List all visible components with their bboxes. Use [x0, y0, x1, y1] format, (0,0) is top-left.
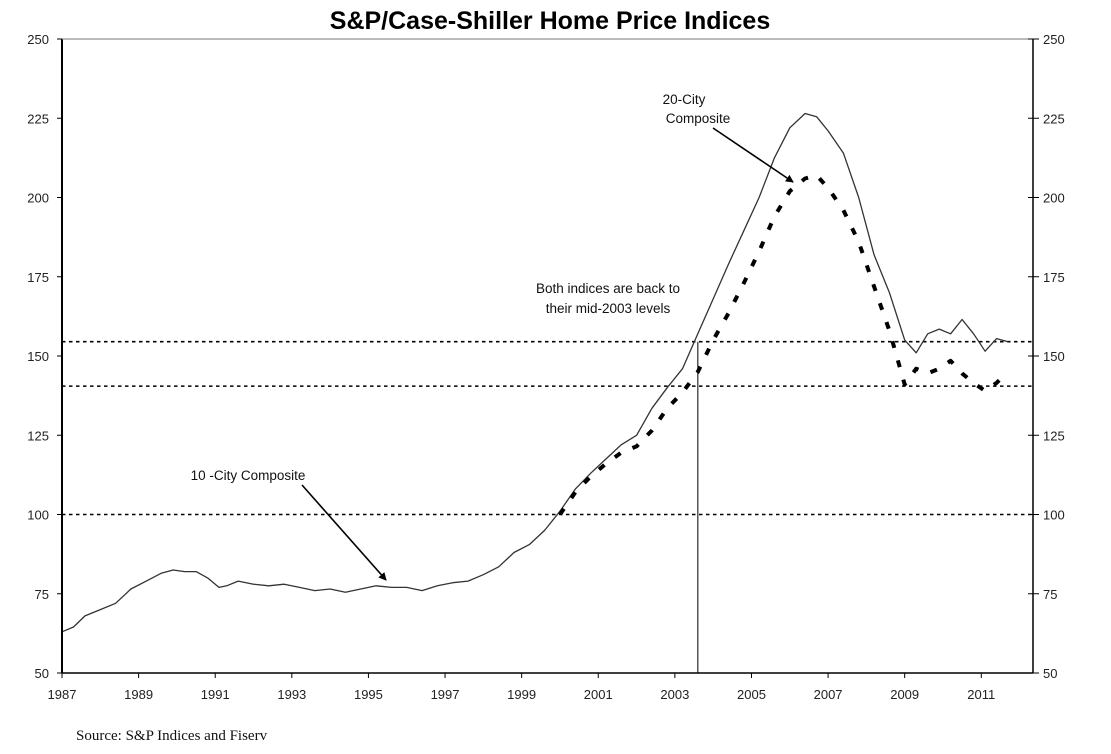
both-indices-note-line2: their mid-2003 levels: [546, 301, 671, 316]
y-tick-label-left: 200: [27, 191, 49, 206]
series-20-city-line: [558, 173, 1006, 516]
y-tick-label-right: 175: [1043, 270, 1065, 285]
series-layer: [61, 112, 1009, 633]
chart-title: S&P/Case-Shiller Home Price Indices: [330, 7, 770, 35]
x-tick-label: 1987: [48, 687, 77, 702]
y-tick-label-left: 75: [35, 587, 49, 602]
y-tick-label-right: 50: [1043, 666, 1057, 681]
y-tick-label-left: 250: [27, 32, 49, 47]
series-10-city-line: [61, 112, 1009, 633]
y-ticks-right: 50 75 100 125 150 175 200 225 250: [1028, 32, 1065, 681]
y-tick-label-right: 150: [1043, 349, 1065, 364]
y-ticks-left: 50 75 100 125 150 175 200 225 250: [27, 32, 62, 681]
y-tick-label-left: 100: [27, 508, 49, 523]
source-note: Source: S&P Indices and Fiserv: [76, 728, 268, 744]
y-tick-label-left: 150: [27, 349, 49, 364]
x-tick-label: 1999: [507, 687, 536, 702]
x-tick-label: 2005: [737, 687, 766, 702]
x-tick-label: 1989: [124, 687, 153, 702]
x-tick-label: 2001: [584, 687, 613, 702]
y-tick-label-right: 100: [1043, 508, 1065, 523]
x-tick-label: 2007: [814, 687, 843, 702]
both-indices-note-line1: Both indices are back to: [536, 281, 680, 296]
ten-city-label: 10 -City Composite: [191, 468, 306, 483]
x-tick-label: 1991: [201, 687, 230, 702]
y-tick-label-right: 225: [1043, 111, 1065, 126]
y-tick-label-right: 75: [1043, 587, 1057, 602]
y-tick-label-right: 200: [1043, 191, 1065, 206]
x-tick-label: 1995: [354, 687, 383, 702]
y-tick-label-left: 225: [27, 111, 49, 126]
x-tick-label: 2003: [660, 687, 689, 702]
y-tick-label-right: 250: [1043, 32, 1065, 47]
x-tick-label: 2009: [890, 687, 919, 702]
y-tick-label-left: 175: [27, 270, 49, 285]
twenty-city-arrow: [712, 127, 794, 183]
y-tick-label-right: 125: [1043, 428, 1065, 443]
y-tick-label-left: 125: [27, 428, 49, 443]
x-ticks: 1987 1989 1991 1993 1995 1997 1999 2001 2003 2005…: [48, 673, 995, 702]
ten-city-arrow: [301, 484, 387, 581]
twenty-city-label-line1: 20-City: [663, 92, 706, 107]
twenty-city-label-line2: Composite: [666, 111, 731, 126]
reference-lines: [62, 340, 1033, 673]
x-tick-label: 1997: [431, 687, 460, 702]
x-tick-label: 2011: [967, 687, 995, 702]
x-tick-label: 1993: [277, 687, 306, 702]
y-tick-label-left: 50: [35, 666, 49, 681]
